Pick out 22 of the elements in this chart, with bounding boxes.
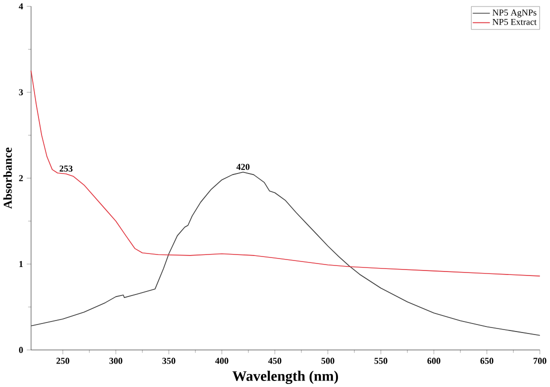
x-tick-label: 250 — [56, 358, 70, 364]
y-tick-label: 2 — [19, 174, 23, 181]
x-tick-label: 500 — [321, 358, 334, 364]
x-tick-label: 700 — [534, 358, 546, 364]
x-axis-title: Wavelength (nm) — [232, 370, 338, 384]
x-tick-label: 300 — [109, 358, 122, 364]
x-tick-label: 450 — [268, 358, 282, 364]
x-tick-label: 600 — [427, 358, 440, 364]
x-tick-label: 650 — [480, 358, 494, 364]
x-tick-label: 400 — [215, 358, 228, 364]
y-axis-title: Absorbance — [3, 148, 12, 209]
y-tick-label: 0 — [19, 346, 23, 353]
x-tick-label: 350 — [162, 358, 176, 364]
legend-label: NP5 Extract — [492, 18, 537, 25]
y-tick-label: 4 — [18, 3, 24, 10]
line-series — [30, 172, 540, 336]
x-tick-label: 550 — [374, 358, 388, 364]
annotation: 253 — [60, 165, 72, 172]
legend-label: NP5 AgNPs — [492, 9, 536, 18]
y-tick-label: 1 — [19, 260, 23, 267]
annotation: 420 — [236, 164, 250, 170]
y-tick-label: 3 — [19, 89, 23, 96]
